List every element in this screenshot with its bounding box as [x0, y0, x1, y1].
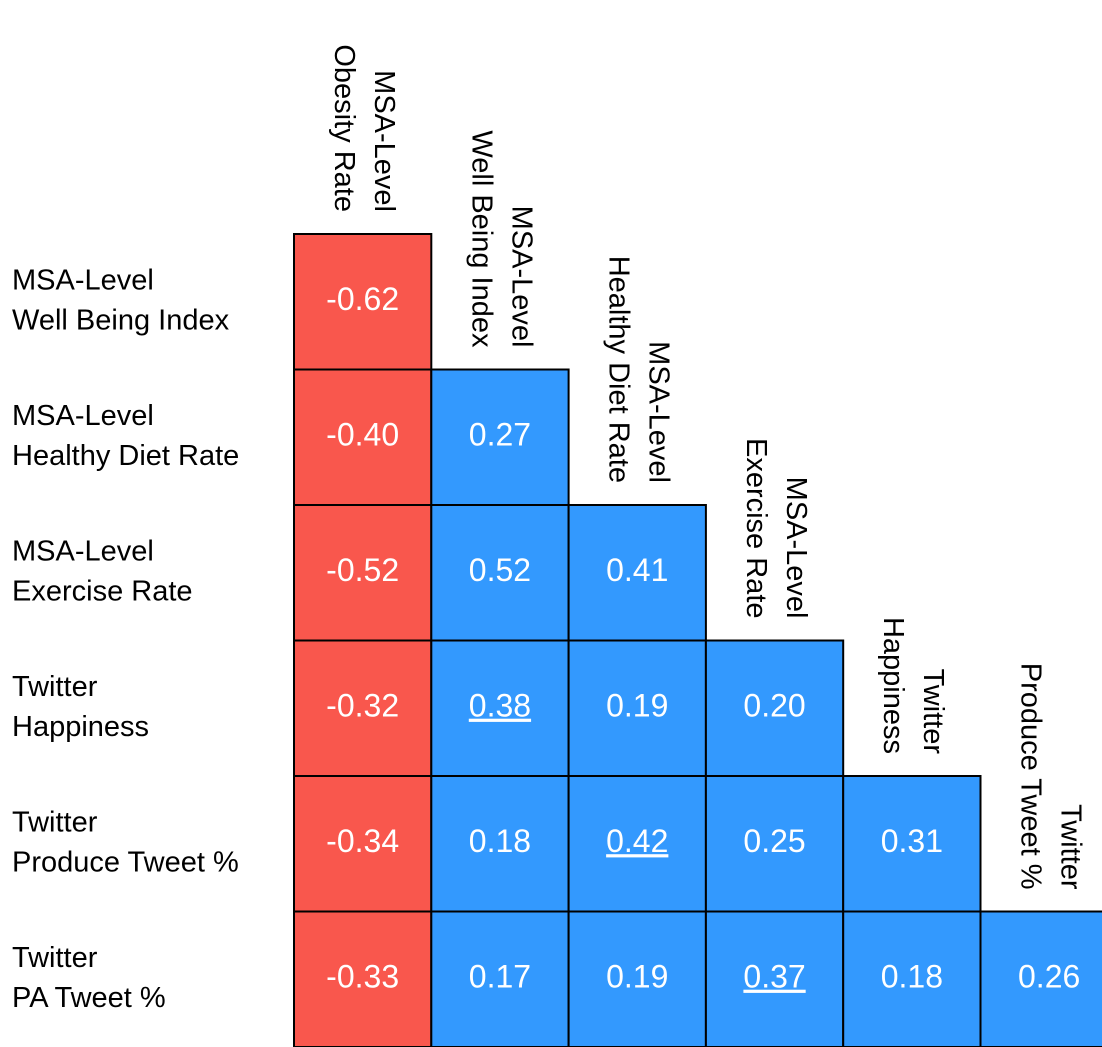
cell: [430, 639, 570, 777]
column-label: MSA-Level: [505, 206, 537, 348]
column-label: Obesity Rate: [328, 44, 360, 212]
row-label: Healthy Diet Rate: [12, 440, 239, 472]
row-label: Well Being Index: [12, 304, 230, 336]
cell: [567, 910, 707, 1047]
cell-label: -0.62: [326, 281, 399, 317]
cell-label: 0.19: [606, 688, 668, 724]
cell: [704, 775, 845, 913]
cell: [842, 910, 982, 1047]
cell-label: 0.27: [469, 417, 531, 453]
column-label: Well Being Index: [465, 130, 497, 348]
column-label: Happiness: [877, 617, 909, 754]
cell: [842, 775, 982, 913]
cell-label: 0.41: [606, 552, 668, 588]
row-label: MSA-Level: [12, 264, 154, 296]
row-label: Exercise Rate: [12, 575, 193, 607]
row-label: Twitter: [12, 942, 98, 974]
row-label: Twitter: [12, 671, 98, 703]
cell-label: 0.25: [743, 823, 805, 859]
cell-label: 0.37: [743, 959, 805, 995]
cell-label: 0.18: [881, 959, 943, 995]
cell-label: 0.52: [469, 552, 531, 588]
cell-label: 0.38: [469, 688, 531, 724]
cell: [567, 504, 707, 642]
cell-label: 0.17: [469, 959, 531, 995]
cell-label: 0.42: [606, 823, 668, 859]
cell: [293, 368, 433, 506]
column-label: Twitter: [1054, 804, 1086, 890]
cell: [430, 368, 570, 506]
cell-label: 0.20: [743, 688, 805, 724]
cell-label: -0.34: [326, 823, 399, 859]
cell: [293, 233, 433, 371]
row-label: Happiness: [12, 711, 149, 743]
cell: [704, 910, 845, 1047]
row-label: Produce Tweet %: [12, 846, 239, 878]
row-label: MSA-Level: [12, 400, 154, 432]
cell: [293, 504, 433, 642]
cell: [430, 775, 570, 913]
column-label: MSA-Level: [780, 477, 812, 619]
cell-label: 0.31: [881, 823, 943, 859]
cell-label: 0.18: [469, 823, 531, 859]
cell-label: -0.52: [326, 552, 399, 588]
cell: [293, 910, 433, 1047]
cell-label: -0.32: [326, 688, 399, 724]
column-label: MSA-Level: [643, 341, 675, 483]
cell-label: 0.19: [606, 959, 668, 995]
row-label: Twitter: [12, 806, 98, 838]
cell-label: -0.40: [326, 417, 399, 453]
column-label: Exercise Rate: [740, 438, 772, 619]
cell-label: 0.26: [1018, 959, 1080, 995]
column-label: Produce Tweet %: [1014, 663, 1046, 890]
cell: [979, 910, 1102, 1047]
cell-label: -0.33: [326, 959, 399, 995]
row-label: PA Tweet %: [12, 982, 166, 1014]
column-label: Healthy Diet Rate: [603, 256, 635, 483]
column-label: Twitter: [917, 669, 949, 755]
row-label: MSA-Level: [12, 535, 154, 567]
cell: [704, 639, 845, 777]
column-label: MSA-Level: [368, 70, 400, 212]
